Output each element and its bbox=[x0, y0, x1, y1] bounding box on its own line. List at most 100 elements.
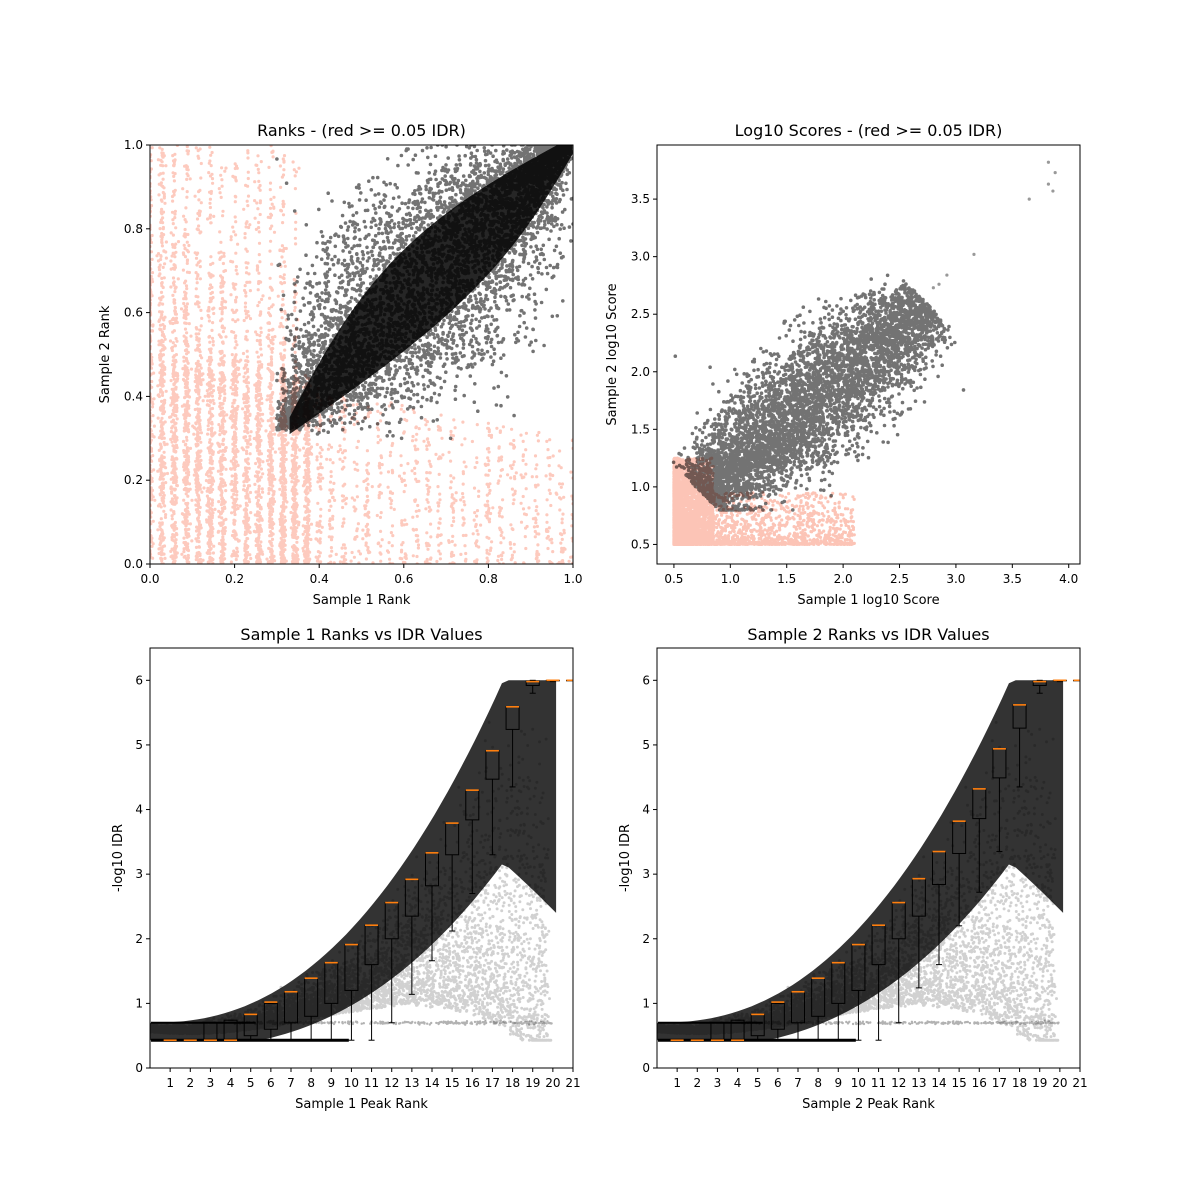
sample1-idr-ytick-label-4: 4 bbox=[135, 803, 143, 817]
sample2-idr-xtick-label-2: 2 bbox=[693, 1076, 701, 1090]
ranks-xtick-label-2: 0.4 bbox=[310, 572, 329, 586]
ranks-scatter-xlabel: Sample 1 Rank bbox=[313, 593, 411, 608]
sample2-idr-xtick-label-15: 15 bbox=[952, 1076, 967, 1090]
sample1-idr-ytick-label-5: 5 bbox=[135, 738, 143, 752]
sample1-idr-xtick-label-10: 10 bbox=[344, 1076, 359, 1090]
sample2-idr-title: Sample 2 Ranks vs IDR Values bbox=[747, 625, 989, 644]
ranks-ytick-label-5: 1.0 bbox=[124, 138, 143, 152]
sample1-idr-xtick-label-20: 20 bbox=[545, 1076, 560, 1090]
scores-xtick-label-1: 1.0 bbox=[721, 572, 740, 586]
sample1-idr-xtick-label-17: 17 bbox=[485, 1076, 500, 1090]
sample1-idr-xtick-label-19: 19 bbox=[525, 1076, 540, 1090]
scores-ytick-label-6: 3.5 bbox=[631, 192, 650, 206]
scores-xtick-label-7: 4.0 bbox=[1059, 572, 1078, 586]
sample1-idr-ylabel: -log10 IDR bbox=[111, 824, 126, 892]
sample1-idr-xtick-label-13: 13 bbox=[404, 1076, 419, 1090]
ranks-xtick-label-1: 0.2 bbox=[225, 572, 244, 586]
ranks-xtick-label-3: 0.6 bbox=[394, 572, 413, 586]
scores-ytick-label-1: 1.0 bbox=[631, 480, 650, 494]
scores-xtick-label-4: 2.5 bbox=[890, 572, 909, 586]
ranks-xtick-label-4: 0.8 bbox=[479, 572, 498, 586]
sample2-idr-ylabel: -log10 IDR bbox=[618, 824, 633, 892]
scores-outlier-1 bbox=[1054, 171, 1057, 174]
scores-outlier-2 bbox=[1047, 183, 1050, 186]
scores-scatter-title: Log10 Scores - (red >= 0.05 IDR) bbox=[735, 121, 1003, 140]
sample1-idr-ytick-label-0: 0 bbox=[135, 1061, 143, 1075]
ranks-ytick-label-0: 0.0 bbox=[124, 557, 143, 571]
sample1-idr-xtick-label-15: 15 bbox=[445, 1076, 460, 1090]
sample2-idr-panel: Sample 2 Ranks vs IDR Values Sample 2 Pe… bbox=[618, 625, 1088, 1112]
scores-xtick-label-6: 3.5 bbox=[1003, 572, 1022, 586]
sample2-idr-plot-area bbox=[653, 680, 1086, 1041]
ranks-scatter-panel: Ranks - (red >= 0.05 IDR) Sample 1 Rank … bbox=[98, 121, 583, 608]
sample1-idr-xtick-label-1: 1 bbox=[166, 1076, 174, 1090]
sample2-idr-xtick-label-14: 14 bbox=[931, 1076, 946, 1090]
scores-outlier-4 bbox=[1028, 198, 1031, 201]
scores-scatter-ylabel: Sample 2 log10 Score bbox=[605, 283, 620, 425]
scores-xtick-label-0: 0.5 bbox=[664, 572, 683, 586]
sample2-idr-xtick-label-5: 5 bbox=[754, 1076, 762, 1090]
sample2-idr-xtick-label-1: 1 bbox=[673, 1076, 681, 1090]
sample2-idr-ytick-label-1: 1 bbox=[642, 996, 650, 1010]
scores-ytick-label-4: 2.5 bbox=[631, 307, 650, 321]
sample1-idr-ytick-label-6: 6 bbox=[135, 673, 143, 687]
ranks-scatter-ylabel: Sample 2 Rank bbox=[98, 305, 113, 403]
sample2-idr-xtick-label-17: 17 bbox=[992, 1076, 1007, 1090]
ranks-ytick-label-2: 0.4 bbox=[124, 389, 143, 403]
sample2-idr-ytick-label-4: 4 bbox=[642, 803, 650, 817]
ranks-ytick-label-1: 0.2 bbox=[124, 473, 143, 487]
sample2-idr-xtick-label-8: 8 bbox=[814, 1076, 822, 1090]
sample2-idr-xtick-label-16: 16 bbox=[972, 1076, 987, 1090]
scores-scatter-panel: Log10 Scores - (red >= 0.05 IDR) Sample … bbox=[605, 121, 1080, 608]
sample1-idr-panel: Sample 1 Ranks vs IDR Values Sample 1 Pe… bbox=[111, 625, 581, 1112]
sample1-idr-xlabel: Sample 1 Peak Rank bbox=[295, 1097, 428, 1112]
sample1-idr-xtick-label-3: 3 bbox=[207, 1076, 215, 1090]
scores-outlier-5 bbox=[972, 253, 975, 256]
sample1-idr-ytick-label-2: 2 bbox=[135, 932, 143, 946]
sample1-idr-xtick-label-4: 4 bbox=[227, 1076, 235, 1090]
sample1-idr-xtick-label-11: 11 bbox=[364, 1076, 379, 1090]
sample1-idr-xtick-label-7: 7 bbox=[287, 1076, 295, 1090]
sample1-idr-xtick-label-16: 16 bbox=[465, 1076, 480, 1090]
scores-outlier-0 bbox=[1047, 161, 1050, 164]
ranks-xtick-label-0: 0.0 bbox=[140, 572, 159, 586]
sample2-idr-xtick-label-12: 12 bbox=[891, 1076, 906, 1090]
ranks-black-core bbox=[290, 137, 573, 434]
sample1-idr-xtick-label-21: 21 bbox=[565, 1076, 580, 1090]
ranks-scatter-title: Ranks - (red >= 0.05 IDR) bbox=[257, 121, 466, 140]
sample2-idr-xtick-label-19: 19 bbox=[1032, 1076, 1047, 1090]
scores-outlier-3 bbox=[1051, 189, 1054, 192]
sample2-idr-xtick-label-21: 21 bbox=[1072, 1076, 1087, 1090]
scores-outlier-6 bbox=[945, 273, 948, 276]
scores-ytick-label-0: 0.5 bbox=[631, 537, 650, 551]
scores-scatter-xlabel: Sample 1 log10 Score bbox=[797, 593, 939, 608]
scores-outlier-7 bbox=[932, 286, 935, 289]
sample2-idr-xtick-label-9: 9 bbox=[834, 1076, 842, 1090]
sample2-idr-xtick-label-3: 3 bbox=[714, 1076, 722, 1090]
sample2-idr-xtick-label-6: 6 bbox=[774, 1076, 782, 1090]
scores-xtick-label-2: 1.5 bbox=[777, 572, 796, 586]
ranks-ytick-label-3: 0.6 bbox=[124, 306, 143, 320]
scores-xtick-label-3: 2.0 bbox=[834, 572, 853, 586]
sample2-idr-xtick-label-20: 20 bbox=[1052, 1076, 1067, 1090]
scores-ytick-label-5: 3.0 bbox=[631, 250, 650, 264]
sample1-idr-xtick-label-2: 2 bbox=[186, 1076, 194, 1090]
sample2-idr-xtick-label-7: 7 bbox=[794, 1076, 802, 1090]
sample1-idr-xtick-label-14: 14 bbox=[424, 1076, 439, 1090]
sample1-idr-xtick-label-12: 12 bbox=[384, 1076, 399, 1090]
sample1-idr-xtick-label-5: 5 bbox=[247, 1076, 255, 1090]
sample1-idr-ytick-label-1: 1 bbox=[135, 996, 143, 1010]
scores-black-points bbox=[672, 274, 966, 512]
sample2-idr-xtick-label-4: 4 bbox=[734, 1076, 742, 1090]
sample2-idr-xtick-label-10: 10 bbox=[851, 1076, 866, 1090]
scores-xtick-label-5: 3.0 bbox=[946, 572, 965, 586]
sample2-idr-ytick-label-5: 5 bbox=[642, 738, 650, 752]
scores-plot-area bbox=[672, 161, 1057, 546]
sample2-idr-xtick-label-18: 18 bbox=[1012, 1076, 1027, 1090]
sample1-idr-xtick-label-9: 9 bbox=[327, 1076, 335, 1090]
sample2-idr-xtick-label-13: 13 bbox=[911, 1076, 926, 1090]
scores-ytick-label-3: 2.0 bbox=[631, 365, 650, 379]
scores-outlier-8 bbox=[937, 283, 940, 286]
sample1-idr-plot-area bbox=[146, 680, 579, 1041]
